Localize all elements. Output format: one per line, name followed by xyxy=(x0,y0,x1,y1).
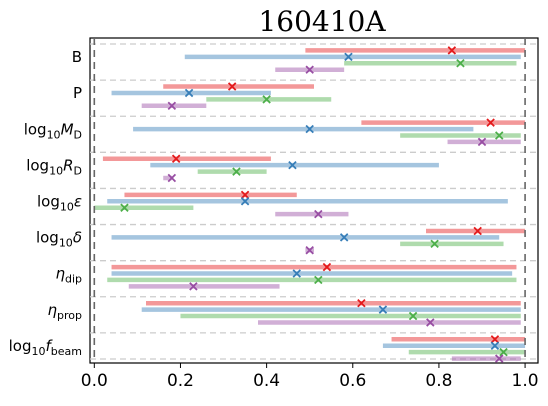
best-fit-marker-blue xyxy=(344,52,353,62)
best-fit-marker-green xyxy=(314,275,323,285)
marker-stroke xyxy=(232,167,241,176)
best-fit-marker-blue xyxy=(378,305,388,314)
marker-stroke xyxy=(357,298,366,308)
best-fit-marker-purple xyxy=(477,137,487,147)
parameter-label: log10ε xyxy=(37,193,82,214)
parameter-label: log10fbeam xyxy=(9,337,82,358)
parameter-label: P xyxy=(73,84,82,102)
marker-stroke xyxy=(499,347,508,357)
marker-stroke xyxy=(184,88,194,98)
best-fit-marker-green xyxy=(262,95,271,104)
marker-stroke xyxy=(288,160,297,170)
marker-stroke xyxy=(473,226,482,236)
best-fit-marker-red xyxy=(171,154,181,163)
marker-stroke xyxy=(430,239,439,249)
parameter-label: ηprop xyxy=(48,301,83,322)
parameter-label: B xyxy=(72,48,82,66)
marker-stroke xyxy=(189,282,198,291)
x-tick-label: 0.8 xyxy=(425,371,452,391)
marker-stroke xyxy=(408,311,418,321)
best-fit-marker-blue xyxy=(339,233,349,242)
marker-stroke xyxy=(305,246,314,255)
best-fit-marker-green xyxy=(232,167,241,176)
parameter-label: log10δ xyxy=(36,229,82,250)
parameter-label: log10RD xyxy=(26,156,82,177)
marker-stroke xyxy=(494,354,504,363)
best-fit-marker-purple xyxy=(426,318,435,327)
best-fit-marker-red xyxy=(322,262,332,272)
parameter-label: log10MD xyxy=(24,120,82,141)
marker-stroke xyxy=(494,131,504,140)
marker-stroke xyxy=(120,203,129,212)
marker-stroke xyxy=(490,335,500,344)
marker-stroke xyxy=(490,341,500,350)
best-fit-marker-purple xyxy=(189,282,198,291)
marker-stroke xyxy=(378,305,388,314)
marker-stroke xyxy=(305,124,314,134)
plot-frame xyxy=(89,37,539,364)
x-tick-label: 0.2 xyxy=(167,371,194,391)
marker-stroke xyxy=(305,65,314,74)
best-fit-marker-green xyxy=(456,59,465,68)
best-fit-marker-red xyxy=(490,335,500,344)
best-fit-marker-red xyxy=(240,190,250,200)
marker-stroke xyxy=(171,154,181,163)
marker-stroke xyxy=(322,262,332,272)
x-tick-label: 0.0 xyxy=(81,371,108,391)
marker-stroke xyxy=(477,137,487,147)
best-fit-marker-green xyxy=(430,239,439,249)
x-tick-label: 1.0 xyxy=(512,371,539,391)
marker-stroke xyxy=(426,318,435,327)
marker-stroke xyxy=(339,233,349,242)
best-fit-marker-green xyxy=(120,203,129,212)
best-fit-marker-blue xyxy=(288,160,297,170)
best-fit-marker-blue xyxy=(305,124,314,134)
x-tick-label: 0.6 xyxy=(339,371,366,391)
marker-stroke xyxy=(314,209,323,219)
marker-stroke xyxy=(344,52,353,62)
best-fit-marker-blue xyxy=(184,88,194,98)
best-fit-marker-green xyxy=(408,311,418,321)
marker-stroke xyxy=(486,118,495,127)
marker-stroke xyxy=(292,269,302,278)
best-fit-marker-purple xyxy=(494,354,504,363)
best-fit-marker-red xyxy=(447,46,457,55)
marker-stroke xyxy=(227,82,237,91)
marker-stroke xyxy=(240,197,250,206)
chart-title: 160410A xyxy=(258,5,386,38)
best-fit-marker-blue xyxy=(240,197,250,206)
marker-stroke xyxy=(167,101,177,111)
plot-area xyxy=(89,37,539,364)
parameter-label: ηdip xyxy=(55,265,82,286)
best-fit-marker-purple xyxy=(167,101,177,111)
best-fit-marker-purple xyxy=(305,246,314,255)
marker-stroke xyxy=(447,46,457,55)
best-fit-marker-blue xyxy=(490,341,500,350)
best-fit-marker-red xyxy=(473,226,482,236)
marker-stroke xyxy=(456,59,465,68)
x-tick-label: 0.4 xyxy=(253,371,280,391)
best-fit-marker-purple xyxy=(314,209,323,219)
marker-stroke xyxy=(314,275,323,285)
x-axis: 0.0 0.2 0.4 0.6 0.8 1.0 xyxy=(81,363,539,391)
best-fit-marker-red xyxy=(486,118,495,127)
best-fit-marker-red xyxy=(357,298,366,308)
marker-stroke xyxy=(167,173,177,183)
best-fit-marker-red xyxy=(227,82,237,91)
best-fit-marker-green xyxy=(494,131,504,140)
marker-stroke xyxy=(240,190,250,200)
best-fit-marker-green xyxy=(499,347,508,357)
best-fit-marker-purple xyxy=(167,173,177,183)
marker-stroke xyxy=(262,95,271,104)
best-fit-marker-blue xyxy=(292,269,302,278)
best-fit-marker-purple xyxy=(305,65,314,74)
